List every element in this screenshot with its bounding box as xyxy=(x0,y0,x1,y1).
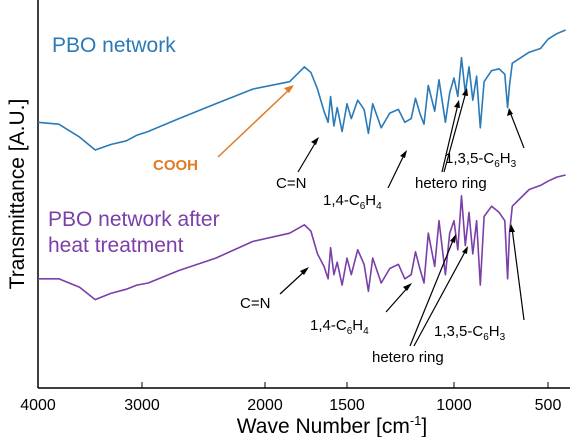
hetero-arrow-top-2 xyxy=(443,91,467,173)
c6h3-label-top: 1,3,5-C6H3 xyxy=(445,150,517,170)
hetero-arrowhead-bottom-2 xyxy=(462,246,468,254)
hetero-arrowhead-top-2 xyxy=(462,88,468,96)
hetero-ring-label-top: hetero ring xyxy=(415,175,487,192)
c6h3-arrowhead-top xyxy=(507,108,513,116)
hetero-arrowhead-bottom-1 xyxy=(450,234,456,243)
c6h4-label-top: 1,4-C6H4 xyxy=(323,192,382,212)
series-title-bottom-line2: heat treatment xyxy=(48,234,184,257)
cooh-label: COOH xyxy=(153,157,198,174)
c6h3-arrow-bottom xyxy=(511,227,525,321)
hetero-arrowhead-top-1 xyxy=(454,100,460,108)
cooh-arrow xyxy=(217,86,293,158)
c6h3-arrow-top xyxy=(509,111,525,149)
cn-label-bottom: C=N xyxy=(240,295,270,312)
c6h4-arrowhead-top xyxy=(400,150,407,158)
x-tick-label: 500 xyxy=(535,397,562,414)
cn-arrow-bottom xyxy=(279,269,307,295)
c6h3-label-bottom: 1,3,5-C6H3 xyxy=(434,323,506,343)
hetero-ring-label-bottom: hetero ring xyxy=(372,349,444,366)
hetero-arrow-top-1 xyxy=(441,103,459,173)
c6h4-arrow-bottom xyxy=(385,285,410,313)
y-axis-label: Transmittance [A.U.] xyxy=(6,99,29,290)
x-tick-label: 3000 xyxy=(124,397,160,414)
x-tick-label: 4000 xyxy=(20,397,56,414)
hetero-arrow-bottom-1 xyxy=(409,237,455,347)
cn-arrowhead-top xyxy=(311,137,319,145)
x-tick-label: 2000 xyxy=(247,397,283,414)
series-title-bottom-line1: PBO network after xyxy=(48,208,220,231)
hetero-arrow-bottom-2 xyxy=(413,249,467,347)
cn-arrow-top xyxy=(297,139,318,173)
x-axis-label: Wave Number [cm-1] xyxy=(237,413,428,437)
c6h4-arrowhead-bottom xyxy=(403,283,412,291)
series-line-pbo-network xyxy=(37,29,566,151)
x-tick-label: 1000 xyxy=(436,397,472,414)
cn-label-top: C=N xyxy=(276,175,306,192)
series-title-top: PBO network xyxy=(52,34,176,57)
c6h4-arrow-top xyxy=(387,152,406,189)
c6h3-arrowhead-bottom xyxy=(509,224,515,232)
c6h4-label-bottom: 1,4-C6H4 xyxy=(310,317,369,337)
cn-arrowhead-bottom xyxy=(300,267,309,275)
series-line-pbo-network-heat-treated xyxy=(38,174,566,301)
x-tick-label: 1500 xyxy=(329,397,365,414)
cooh-arrowhead xyxy=(284,85,294,93)
